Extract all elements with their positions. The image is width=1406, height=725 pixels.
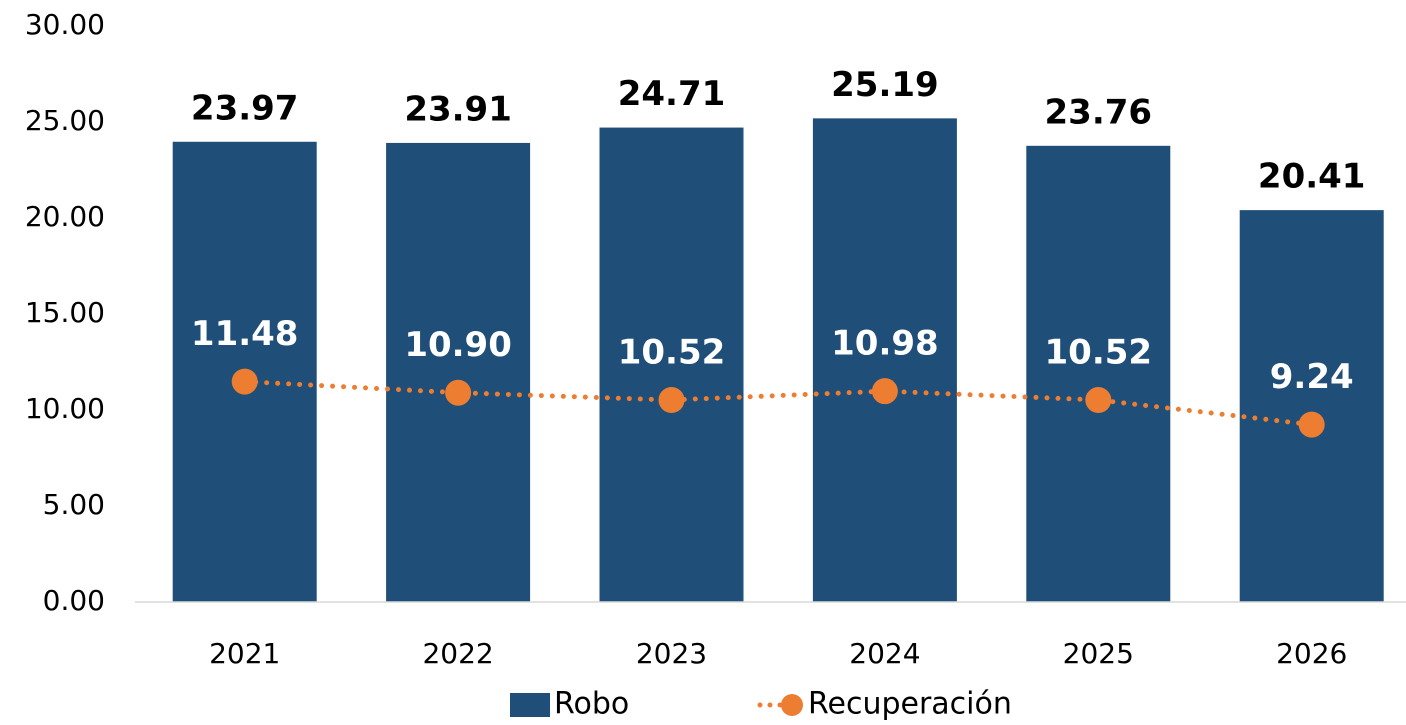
y-tick-label: 15.00 (25, 296, 105, 329)
bar-label: 23.76 (1045, 92, 1153, 132)
y-tick-label: 25.00 (25, 104, 105, 137)
bar-label: 20.41 (1258, 157, 1366, 197)
point (231, 368, 258, 395)
point-label: 10.98 (831, 324, 939, 364)
x-tick-label: 2025 (1063, 637, 1134, 670)
point (445, 379, 472, 406)
y-tick-label: 30.00 (25, 8, 105, 41)
y-tick-label: 20.00 (25, 200, 105, 233)
point-label: 10.90 (404, 325, 512, 365)
point (871, 378, 898, 405)
point (658, 387, 685, 414)
legend-swatch (510, 693, 550, 717)
legend-swatch (781, 694, 803, 716)
x-tick-label: 2026 (1276, 637, 1347, 670)
line (242, 379, 1315, 428)
point (1298, 411, 1325, 438)
bar-label: 23.97 (191, 88, 299, 128)
bar (599, 127, 744, 603)
point-label: 10.52 (618, 333, 726, 373)
point-label: 9.24 (1270, 357, 1354, 397)
bar-label: 23.91 (404, 89, 512, 129)
x-tick-label: 2023 (636, 637, 707, 670)
x-tick-label: 2024 (849, 637, 920, 670)
point (1085, 387, 1112, 414)
bar (386, 142, 531, 603)
legend-label: Recuperación (808, 687, 1012, 722)
point-label: 10.52 (1045, 333, 1153, 373)
x-tick-label: 2021 (209, 637, 280, 670)
bar (1239, 210, 1384, 603)
bar-label: 25.19 (831, 65, 939, 105)
bar (1026, 145, 1171, 603)
x-tick-label: 2022 (422, 637, 493, 670)
legend-label: Robo (554, 687, 629, 722)
y-tick-label: 10.00 (25, 392, 105, 425)
point-label: 11.48 (191, 314, 299, 354)
bar-label: 24.71 (618, 74, 726, 114)
y-tick-label: 5.00 (43, 488, 105, 521)
bar (812, 118, 957, 603)
y-tick-label: 0.00 (43, 584, 105, 617)
